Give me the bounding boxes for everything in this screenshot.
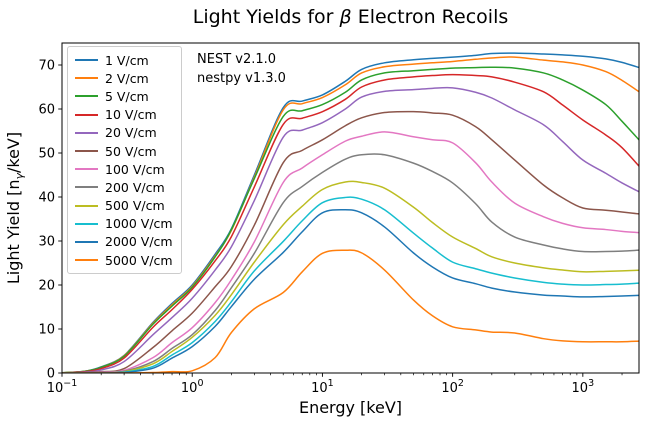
x-tick-label: 100 <box>181 378 204 396</box>
y-tick-label: 20 <box>38 279 55 294</box>
legend-item-10-v-cm: 10 V/cm <box>75 106 173 124</box>
legend-item-1-v-cm: 1 V/cm <box>75 51 173 69</box>
legend-label: 2000 V/cm <box>105 234 173 250</box>
legend-item-2000-v-cm: 2000 V/cm <box>75 233 173 251</box>
legend-swatch <box>75 186 98 189</box>
series-line-2000-v-cm <box>62 208 639 373</box>
y-axis-label-post: /keV] <box>3 131 23 174</box>
legend-item-100-v-cm: 100 V/cm <box>75 160 173 178</box>
x-tick-label: 103 <box>572 378 595 396</box>
legend-swatch <box>75 77 98 80</box>
legend-label: 1000 V/cm <box>105 216 173 232</box>
y-axis-label-sub: γ <box>13 173 27 180</box>
version-annotation: NEST v2.1.0 nestpy v1.3.0 <box>197 50 286 88</box>
chart-title-pre: Light Yields for <box>192 6 340 28</box>
series-line-200-v-cm <box>62 153 639 373</box>
legend-swatch <box>75 240 98 243</box>
legend-swatch <box>75 150 98 153</box>
legend-item-200-v-cm: 200 V/cm <box>75 178 173 196</box>
legend-swatch <box>75 131 98 134</box>
x-tick-label: 102 <box>441 378 464 396</box>
legend-label: 500 V/cm <box>105 198 165 214</box>
chart-title: Light Yields for β Electron Recoils <box>62 6 639 28</box>
legend-item-20-v-cm: 20 V/cm <box>75 124 173 142</box>
series-line-100-v-cm <box>62 131 639 373</box>
series-line-20-v-cm <box>62 86 639 373</box>
axes-frame <box>61 42 640 374</box>
legend-swatch <box>75 259 98 262</box>
chart-title-post: Electron Recoils <box>351 6 509 28</box>
legend-swatch <box>75 95 98 98</box>
legend-label: 5 V/cm <box>105 88 149 104</box>
legend-item-5-v-cm: 5 V/cm <box>75 87 173 105</box>
y-tick-label: 70 <box>38 59 55 74</box>
series-line-5-v-cm <box>62 66 639 373</box>
legend-label: 2 V/cm <box>105 70 149 86</box>
legend-label: 1 V/cm <box>105 52 149 68</box>
y-tick-label: 50 <box>38 147 55 162</box>
legend-label: 100 V/cm <box>105 161 165 177</box>
legend-label: 10 V/cm <box>105 107 157 123</box>
series-line-10-v-cm <box>62 73 639 373</box>
series-line-5000-v-cm <box>62 249 639 373</box>
beta-symbol: β <box>339 6 352 28</box>
legend-swatch <box>75 168 98 171</box>
y-axis-label: Light Yield [nγ/keV] <box>4 132 26 284</box>
legend-item-2-v-cm: 2 V/cm <box>75 69 173 87</box>
nestpy-version-text: nestpy v1.3.0 <box>197 71 286 86</box>
legend-item-1000-v-cm: 1000 V/cm <box>75 215 173 233</box>
series-line-500-v-cm <box>62 180 639 373</box>
legend-item-500-v-cm: 500 V/cm <box>75 197 173 215</box>
series-group <box>62 52 639 373</box>
legend-label: 200 V/cm <box>105 179 165 195</box>
y-axis-label-pre: Light Yield [n <box>3 179 23 285</box>
x-tick-label: 10−1 <box>47 378 78 396</box>
x-axis-label: Energy [keV] <box>298 398 403 417</box>
y-tick-label: 0 <box>47 367 55 382</box>
legend-label: 50 V/cm <box>105 143 157 159</box>
y-tick-label: 60 <box>38 103 55 118</box>
legend-swatch <box>75 59 98 62</box>
legend-swatch <box>75 204 98 207</box>
legend-swatch <box>75 222 98 225</box>
legend-item-5000-v-cm: 5000 V/cm <box>75 251 173 269</box>
nest-version-text: NEST v2.1.0 <box>197 52 277 67</box>
y-tick-label: 10 <box>38 323 55 338</box>
x-tick-label: 101 <box>311 378 334 396</box>
y-tick-label: 40 <box>38 191 55 206</box>
series-line-1-v-cm <box>62 52 639 373</box>
legend: 1 V/cm 2 V/cm 5 V/cm 10 V/cm 20 V/cm 50 V/cm 1… <box>67 46 182 275</box>
series-line-50-v-cm <box>62 110 639 373</box>
legend-label: 5000 V/cm <box>105 252 173 268</box>
y-tick-label: 30 <box>38 235 55 250</box>
series-line-2-v-cm <box>62 56 639 373</box>
legend-label: 20 V/cm <box>105 125 157 141</box>
legend-item-50-v-cm: 50 V/cm <box>75 142 173 160</box>
series-line-1000-v-cm <box>62 196 639 373</box>
legend-swatch <box>75 113 98 116</box>
